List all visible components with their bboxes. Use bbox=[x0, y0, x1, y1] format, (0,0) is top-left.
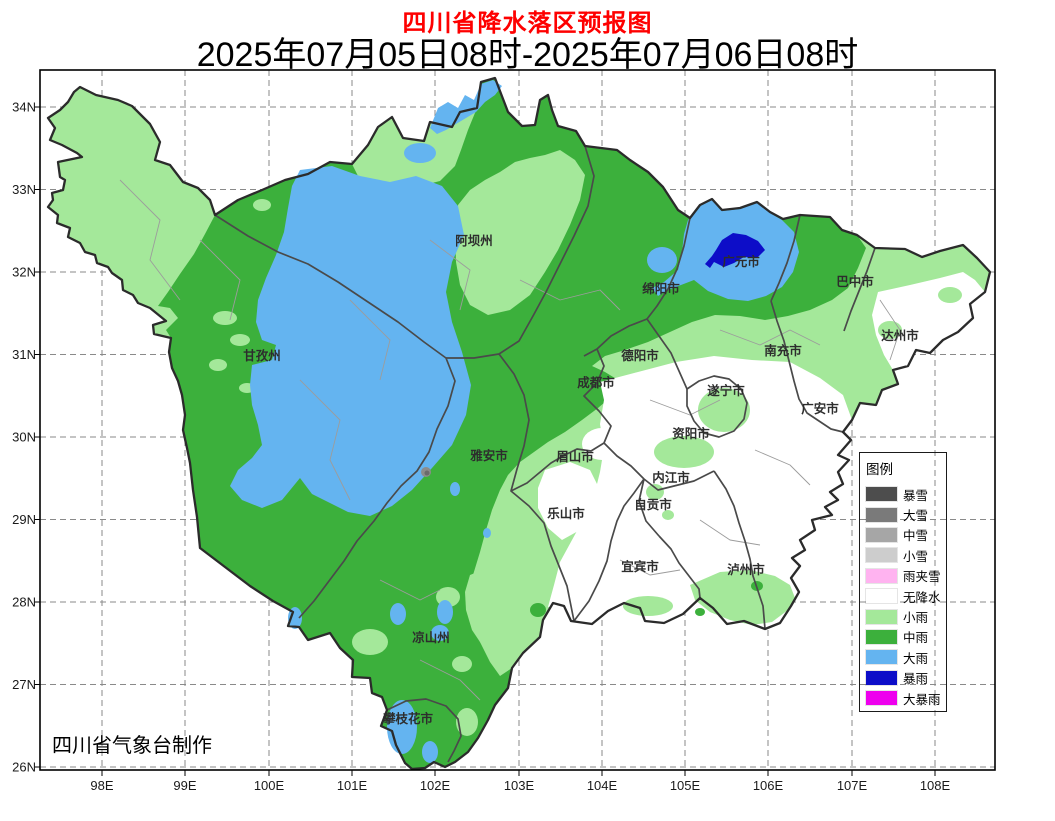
axis-ticks bbox=[34, 106, 936, 776]
x-tick: 107E bbox=[837, 778, 868, 793]
label-guangyuan: 广元市 bbox=[722, 254, 760, 269]
legend-swatch-no-precip bbox=[865, 588, 898, 605]
legend-box: 图例 暴雪 大雪 中雪 小雪 雨夹雪 无降水 小雨 中雨 大雨 暴雨 大暴雨 bbox=[859, 452, 947, 712]
label-liangshan: 凉山州 bbox=[412, 630, 450, 645]
map-title: 四川省降水落区预报图 bbox=[402, 10, 653, 37]
legend-swatch-blizzard bbox=[865, 486, 898, 503]
legend-swatch-sleet bbox=[865, 567, 898, 584]
x-tick: 101E bbox=[337, 778, 368, 793]
y-axis-labels: 34N 33N 32N 31N 30N 29N 28N 27N 26N bbox=[12, 100, 36, 775]
label-zigong: 自贡市 bbox=[634, 497, 672, 512]
label-neijiang: 内江市 bbox=[652, 470, 690, 485]
legend-swatch-heavy-rain bbox=[865, 649, 898, 666]
region-moderate-rain-dots bbox=[530, 581, 763, 617]
label-ganzizhou: 甘孜州 bbox=[243, 348, 281, 363]
y-tick: 34N bbox=[12, 100, 36, 115]
legend-label: 大暴雨 bbox=[903, 692, 941, 707]
label-luzhou: 泸州市 bbox=[727, 562, 765, 577]
legend-swatch-moderate-rain bbox=[865, 628, 898, 645]
legend-swatch-moderate-snow bbox=[865, 526, 898, 543]
label-leshan: 乐山市 bbox=[547, 506, 585, 521]
x-tick: 98E bbox=[90, 778, 113, 793]
legend-label: 暴雨 bbox=[903, 672, 929, 687]
province-outline bbox=[46, 76, 992, 771]
legend-swatch-heavy-rainstorm bbox=[865, 690, 898, 707]
legend-row: 暴雪 bbox=[865, 484, 946, 504]
label-dazhou: 达州市 bbox=[881, 328, 919, 343]
map-subtitle: 2025年07月05日08时-2025年07月06日08时 bbox=[196, 36, 859, 74]
legend-label: 暴雪 bbox=[903, 488, 929, 503]
label-panzhihua: 攀枝花市 bbox=[383, 711, 434, 726]
legend-row: 中雨 bbox=[865, 627, 946, 647]
legend-label: 中雪 bbox=[903, 529, 929, 544]
region-rainstorm bbox=[705, 233, 765, 268]
y-tick: 26N bbox=[12, 760, 36, 775]
legend-row: 无降水 bbox=[865, 586, 946, 606]
label-meishan: 眉山市 bbox=[556, 449, 594, 464]
y-tick: 30N bbox=[12, 430, 36, 445]
legend-swatch-light-snow bbox=[865, 547, 898, 564]
map-frame bbox=[39, 69, 996, 771]
legend-swatch-heavy-snow bbox=[865, 506, 898, 523]
x-tick: 99E bbox=[173, 778, 196, 793]
x-tick: 104E bbox=[587, 778, 618, 793]
label-nanchong: 南充市 bbox=[764, 343, 802, 358]
legend-row: 小雪 bbox=[865, 545, 946, 565]
legend-row: 雨夹雪 bbox=[865, 566, 946, 586]
legend-row: 大雨 bbox=[865, 647, 946, 667]
y-tick: 27N bbox=[12, 677, 36, 692]
city-labels: 阿坝州 甘孜州 广元市 绵阳市 巴中市 达州市 南充市 德阳市 成都市 遂宁市 … bbox=[243, 234, 919, 726]
legend-label: 大雪 bbox=[903, 509, 929, 524]
label-deyang: 德阳市 bbox=[621, 348, 659, 363]
x-tick: 106E bbox=[753, 778, 784, 793]
label-ziyang: 资阳市 bbox=[672, 426, 710, 441]
legend-row: 中雪 bbox=[865, 525, 946, 545]
region-no-precip bbox=[538, 272, 985, 629]
label-guangan: 广安市 bbox=[801, 401, 839, 416]
legend-label: 小雨 bbox=[903, 611, 929, 626]
legend-swatch-rainstorm bbox=[865, 669, 898, 686]
prefecture-boundaries bbox=[214, 145, 876, 763]
y-tick: 28N bbox=[12, 595, 36, 610]
y-tick: 31N bbox=[12, 347, 36, 362]
legend-row: 大雪 bbox=[865, 504, 946, 524]
x-tick: 105E bbox=[670, 778, 701, 793]
legend-label: 无降水 bbox=[903, 590, 941, 605]
producer-credit: 四川省气象台制作 bbox=[52, 735, 212, 757]
legend-row: 小雨 bbox=[865, 606, 946, 626]
legend-swatch-light-rain bbox=[865, 608, 898, 625]
y-tick: 32N bbox=[12, 265, 36, 280]
x-tick: 103E bbox=[504, 778, 535, 793]
x-tick: 108E bbox=[920, 778, 951, 793]
legend-label: 中雨 bbox=[903, 631, 929, 646]
legend-row: 暴雨 bbox=[865, 668, 946, 688]
legend-row: 大暴雨 bbox=[865, 688, 946, 708]
x-tick: 100E bbox=[254, 778, 285, 793]
region-snow-spot bbox=[421, 467, 431, 477]
label-mianyang: 绵阳市 bbox=[642, 281, 680, 296]
y-tick: 33N bbox=[12, 182, 36, 197]
legend-label: 大雨 bbox=[903, 651, 929, 666]
x-tick: 102E bbox=[420, 778, 451, 793]
label-abazhou: 阿坝州 bbox=[455, 234, 493, 248]
legend-label: 雨夹雪 bbox=[903, 570, 941, 585]
county-boundaries bbox=[119, 179, 901, 701]
label-bazhong: 巴中市 bbox=[836, 274, 874, 289]
region-light-rain-patches bbox=[209, 150, 585, 736]
label-yaan: 雅安市 bbox=[469, 448, 508, 463]
label-suining: 遂宁市 bbox=[707, 383, 745, 398]
label-chengdu: 成都市 bbox=[577, 375, 615, 390]
label-yibin: 宜宾市 bbox=[621, 559, 659, 574]
y-tick: 29N bbox=[12, 512, 36, 527]
legend-label: 小雪 bbox=[903, 549, 929, 564]
legend-title: 图例 bbox=[866, 462, 893, 477]
x-axis-labels: 98E 99E 100E 101E 102E 103E 104E 105E 10… bbox=[90, 778, 950, 793]
